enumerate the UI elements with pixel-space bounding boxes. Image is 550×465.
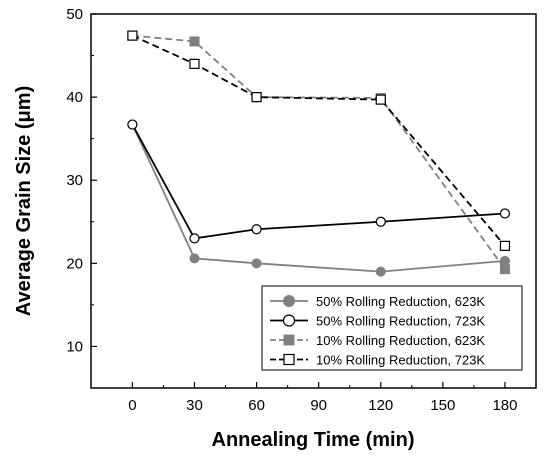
x-tick-label: 180: [492, 397, 517, 414]
legend-item: 50% Rolling Reduction, 723K: [270, 314, 485, 329]
legend-box: [261, 285, 523, 371]
series-1: [127, 119, 510, 277]
series-layer: [127, 30, 511, 277]
series-2: [127, 119, 511, 244]
y-tick-label: 10: [66, 338, 83, 355]
legend-label: 50% Rolling Reduction, 623K: [316, 294, 485, 309]
series-line: [131, 124, 506, 240]
x-tick-label: 60: [248, 397, 265, 414]
legend-item: 10% Rolling Reduction, 623K: [270, 333, 485, 348]
legend-marker: [283, 353, 295, 366]
series-line: [132, 34, 506, 270]
data-point: [189, 36, 200, 47]
data-point: [251, 258, 262, 269]
x-tick-label: 120: [368, 397, 393, 414]
x-tick-label: 0: [128, 397, 136, 414]
y-tick-label: 50: [66, 6, 83, 23]
series-4: [127, 30, 511, 251]
x-tick-label: 30: [186, 397, 203, 414]
data-point: [189, 233, 200, 244]
legend-marker: [282, 314, 296, 327]
y-tick-label: 20: [66, 255, 83, 272]
data-point: [375, 266, 386, 277]
legend-label: 10% Rolling Reduction, 623K: [316, 333, 485, 348]
x-axis-title: Annealing Time (min): [212, 429, 415, 451]
data-point: [127, 30, 138, 41]
legend-item: 50% Rolling Reduction, 623K: [270, 294, 485, 309]
data-point: [127, 119, 138, 130]
data-point: [189, 58, 200, 69]
data-point: [251, 224, 262, 235]
data-point: [375, 216, 386, 227]
x-tick-label: 150: [430, 397, 455, 414]
legend-label: 10% Rolling Reduction, 723K: [316, 353, 485, 368]
series-line: [132, 34, 506, 247]
data-point: [499, 240, 511, 251]
data-point: [189, 253, 200, 264]
data-point: [499, 208, 511, 219]
y-axis-title: Average Grain Size (μm): [13, 86, 35, 316]
y-tick-label: 40: [66, 89, 83, 106]
data-point: [375, 94, 386, 105]
x-tick-label: 90: [310, 397, 327, 414]
legend-marker: [283, 334, 295, 346]
axis-ticks: 0 30 60 90 120 150 180 10 20 30 40 50: [66, 6, 517, 414]
series-line: [131, 124, 506, 273]
legend: 50% Rolling Reduction, 623K 50% Rolling R…: [261, 285, 523, 371]
legend-marker: [283, 295, 295, 307]
legend-item: 10% Rolling Reduction, 723K: [270, 353, 485, 368]
data-point: [499, 264, 510, 275]
data-point: [251, 92, 262, 103]
legend-label: 50% Rolling Reduction, 723K: [316, 314, 485, 329]
y-tick-label: 30: [66, 172, 83, 189]
plot-frame: [90, 13, 537, 389]
